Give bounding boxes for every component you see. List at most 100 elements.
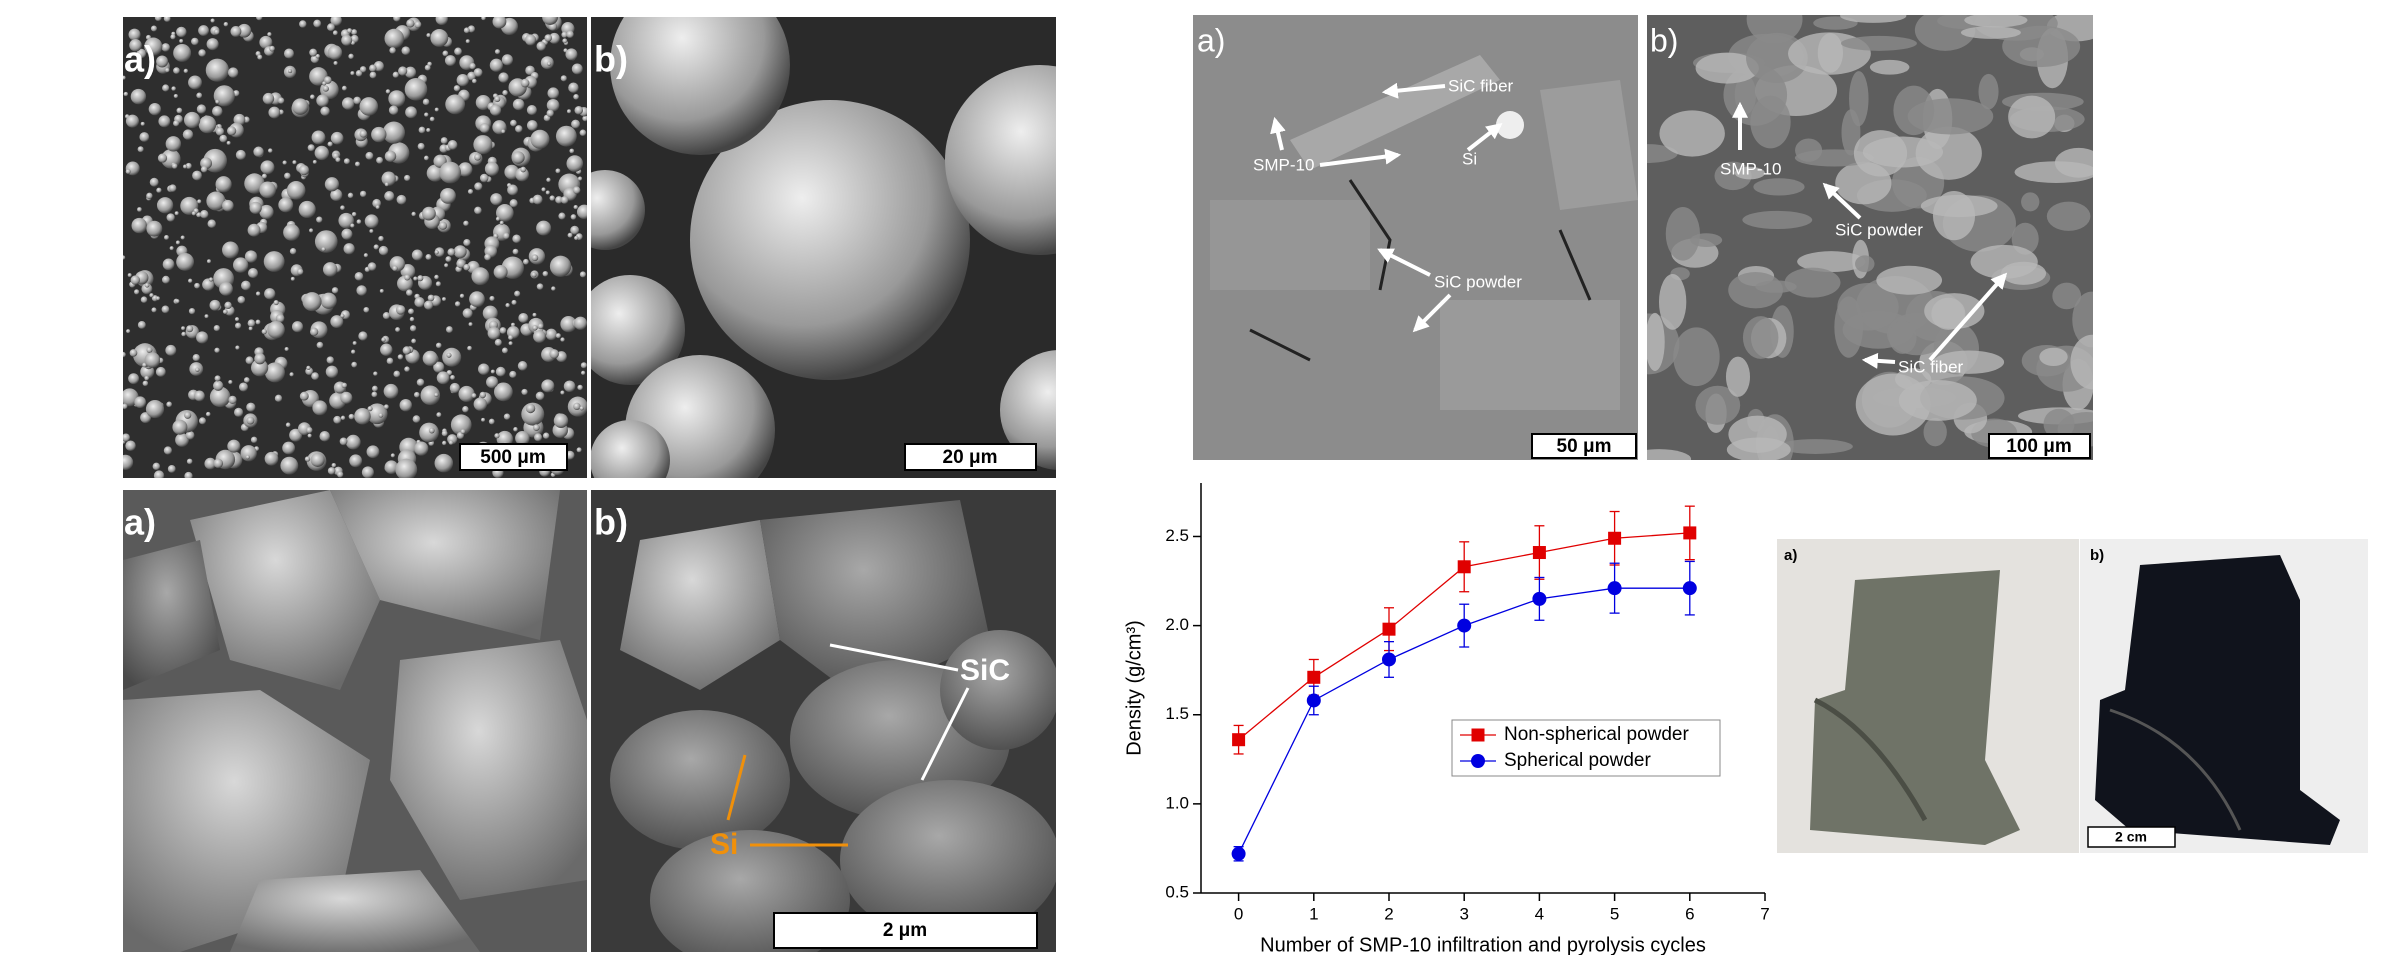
particle	[198, 115, 217, 134]
marker	[1471, 728, 1485, 742]
particle	[347, 192, 354, 199]
particle	[179, 39, 184, 44]
particle	[388, 90, 406, 108]
particle	[156, 55, 169, 68]
particle	[174, 211, 179, 216]
particle	[227, 439, 241, 453]
particle	[163, 17, 171, 22]
particle	[247, 223, 261, 237]
particle	[351, 349, 356, 354]
particle	[351, 361, 358, 368]
particle	[123, 403, 128, 410]
texture	[1855, 255, 1875, 273]
particle	[398, 66, 408, 76]
particle	[255, 319, 261, 325]
particle	[348, 53, 354, 60]
particle	[576, 204, 587, 220]
particle	[333, 61, 338, 66]
particle	[196, 212, 202, 218]
particle	[136, 48, 147, 59]
particle	[237, 23, 252, 38]
texture	[1876, 265, 1943, 295]
particle	[494, 338, 502, 347]
particle	[324, 177, 340, 192]
particle	[192, 353, 200, 362]
particle	[186, 458, 193, 465]
particle	[571, 119, 581, 129]
particle	[320, 106, 330, 116]
particle	[424, 112, 429, 117]
marker	[1532, 591, 1547, 606]
particle	[577, 176, 583, 181]
particle	[244, 250, 258, 263]
particle	[442, 297, 447, 302]
particle	[253, 146, 264, 157]
particle	[363, 306, 370, 313]
particle	[547, 87, 560, 99]
texture	[1933, 350, 2005, 374]
texture	[1695, 52, 1759, 84]
particle	[520, 166, 527, 173]
particle	[313, 19, 322, 28]
particle	[330, 131, 344, 145]
particle	[316, 341, 324, 349]
sem-image	[1647, 15, 2093, 460]
particle	[142, 380, 149, 387]
particle	[479, 391, 487, 399]
particle	[340, 415, 346, 421]
particle	[379, 288, 384, 294]
particle	[310, 452, 325, 467]
particle	[322, 262, 338, 277]
particle	[341, 85, 347, 91]
particle	[330, 315, 344, 329]
particle	[209, 299, 221, 311]
x-tick-label: 7	[1760, 904, 1769, 923]
particle	[330, 17, 342, 26]
particle	[512, 234, 521, 244]
particle	[345, 434, 361, 450]
particle	[327, 467, 336, 475]
particle	[422, 98, 430, 106]
particle	[566, 30, 574, 39]
particle	[442, 440, 447, 446]
particle	[406, 19, 415, 28]
particle	[148, 102, 162, 116]
particle	[509, 199, 518, 208]
particle	[508, 341, 513, 346]
annotation: SMP-10	[1253, 155, 1314, 174]
particle	[228, 379, 233, 385]
scale-bar-label: 2 μm	[883, 920, 927, 941]
particle	[333, 415, 342, 424]
particle	[192, 170, 202, 181]
particle	[417, 142, 425, 150]
texture	[1849, 71, 1869, 127]
particle	[150, 25, 158, 32]
particle	[351, 212, 357, 217]
particle	[454, 301, 461, 307]
particle	[384, 182, 389, 187]
particle	[137, 320, 146, 329]
particle	[378, 235, 384, 242]
panel-label: a)	[1784, 547, 1797, 564]
particle	[411, 211, 416, 217]
particle	[156, 187, 162, 193]
particle	[206, 38, 219, 51]
particle	[469, 291, 485, 308]
particle	[165, 344, 177, 356]
particle	[512, 151, 525, 164]
particle	[540, 56, 554, 70]
particle	[555, 168, 561, 174]
particle	[534, 433, 543, 442]
particle	[424, 64, 431, 71]
particle	[349, 454, 363, 468]
particle	[423, 155, 429, 161]
particle	[156, 197, 174, 214]
annotation: SMP-10	[1720, 159, 1781, 178]
particle	[551, 286, 556, 291]
particle	[384, 28, 405, 49]
particle	[535, 391, 545, 401]
particle	[458, 385, 475, 403]
particle	[568, 82, 579, 93]
y-tick-label: 1.5	[1165, 704, 1189, 723]
particle	[484, 253, 492, 261]
